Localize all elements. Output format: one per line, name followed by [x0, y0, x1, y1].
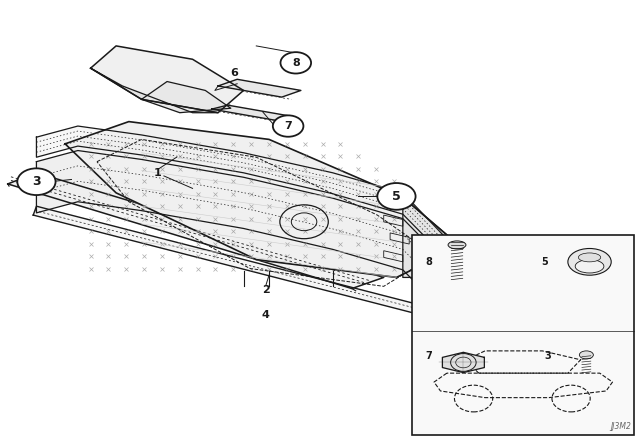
Text: 8: 8	[292, 58, 300, 68]
Ellipse shape	[448, 241, 466, 249]
Text: 4: 4	[262, 310, 270, 320]
Polygon shape	[442, 352, 484, 373]
Circle shape	[378, 183, 415, 210]
Circle shape	[280, 52, 311, 73]
Text: 6: 6	[230, 68, 238, 78]
Polygon shape	[91, 68, 218, 113]
Text: 1: 1	[154, 168, 161, 178]
Ellipse shape	[579, 253, 601, 262]
FancyBboxPatch shape	[412, 235, 634, 435]
Circle shape	[273, 116, 303, 137]
Text: JJ3M2: JJ3M2	[610, 422, 631, 431]
Polygon shape	[65, 121, 460, 277]
Polygon shape	[141, 82, 231, 113]
Polygon shape	[91, 46, 244, 113]
Polygon shape	[36, 151, 447, 315]
Text: 5: 5	[541, 257, 548, 267]
Polygon shape	[36, 126, 447, 260]
Text: 5: 5	[392, 190, 401, 203]
Text: 3: 3	[545, 351, 552, 361]
Text: 7: 7	[425, 351, 432, 361]
Ellipse shape	[575, 260, 604, 273]
Circle shape	[17, 168, 56, 195]
Text: 2: 2	[262, 285, 269, 295]
Polygon shape	[218, 79, 301, 97]
Text: 7: 7	[284, 121, 292, 131]
Text: 3: 3	[32, 175, 41, 188]
Ellipse shape	[579, 351, 593, 359]
Polygon shape	[8, 173, 384, 289]
Polygon shape	[403, 197, 460, 277]
Ellipse shape	[568, 249, 611, 275]
Polygon shape	[212, 105, 291, 120]
Text: 8: 8	[425, 257, 432, 267]
Polygon shape	[33, 206, 460, 324]
